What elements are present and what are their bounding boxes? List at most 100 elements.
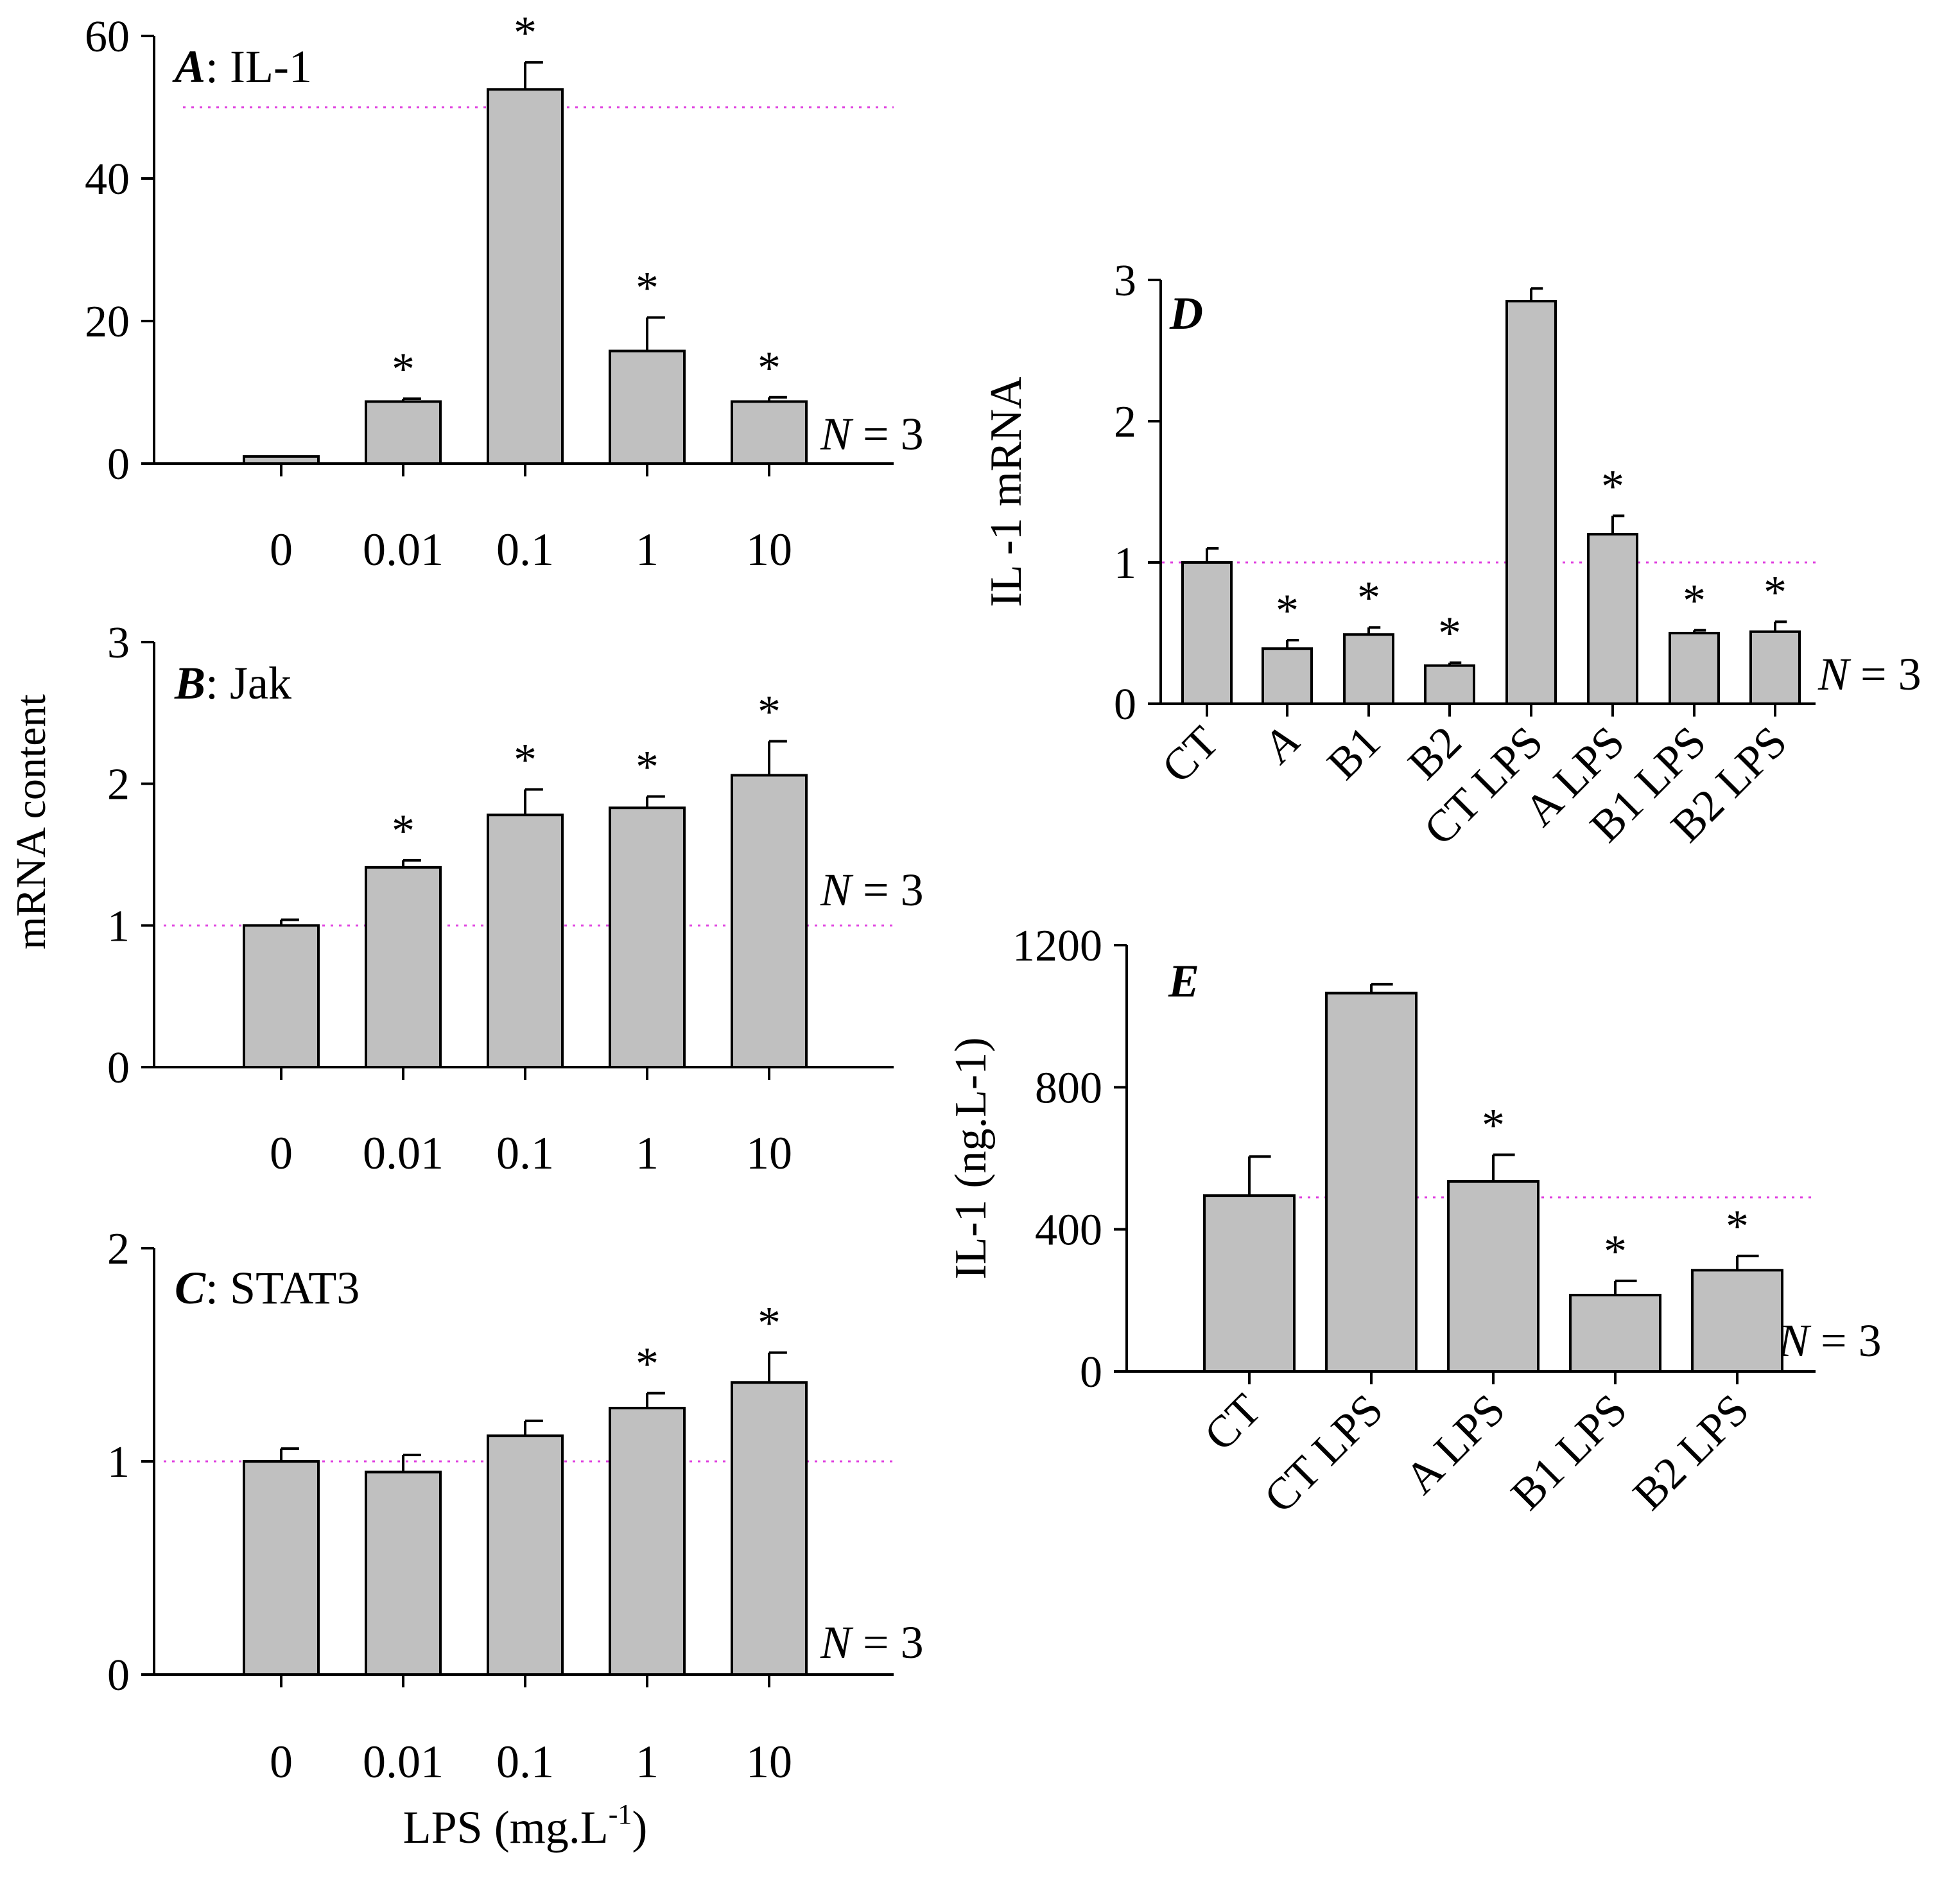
panel-e-title: E (1168, 955, 1199, 1007)
panel-d-y-tick-label: 0 (1114, 680, 1136, 729)
panel-a-bar (487, 88, 564, 465)
panel-c-bar (487, 1434, 564, 1676)
panel-e-y-tick-label: 0 (1080, 1348, 1102, 1397)
panel-c-y-tick-label: 1 (107, 1438, 130, 1487)
panel-b-bar (243, 924, 320, 1069)
panel-b-x-tick-label: 1 (636, 1127, 659, 1179)
panel-b-y-tick-label: 3 (107, 618, 130, 668)
panel-c-x-tick-label: 10 (746, 1736, 792, 1788)
panel-e-y-tick-label: 400 (1035, 1206, 1102, 1255)
panel-b-x-tick-label: 0 (270, 1127, 293, 1179)
panel-c-bar (609, 1407, 686, 1676)
panel-a-n-label-symbol: N (820, 408, 854, 460)
panel-a-n-label-value: = 3 (851, 408, 924, 460)
panel-a-x-tick-label: 10 (746, 524, 792, 575)
panel-b-y-tick-label: 2 (107, 760, 130, 810)
panel-d-y-tick-label: 3 (1114, 256, 1136, 306)
panel-c-bar (243, 1460, 320, 1676)
panel-c-x-tick-label: 0.01 (363, 1736, 444, 1788)
panel-a-x-tick-label: 1 (636, 524, 659, 575)
panel-c-title: C: STAT3 (175, 1262, 360, 1314)
panel-d-n-label: N = 3 (1817, 648, 1921, 700)
panel-a-x-tick-label: 0.01 (363, 524, 444, 575)
panel-d-significance-star: * (1601, 460, 1624, 512)
panel-b-x-tick-label: 0.1 (496, 1127, 554, 1179)
panel-d-n-label-value: = 3 (1849, 648, 1921, 700)
panel-b-x-tick-label: 0.01 (363, 1127, 444, 1179)
panel-d-bar (1181, 561, 1233, 705)
shared-y-axis-label: mRNA content (8, 694, 55, 950)
panel-e-y-axis-label: IL-1 (ng.L-1) (946, 1037, 996, 1279)
panel-a-n-label: N = 3 (820, 408, 924, 460)
panel-a-significance-star: * (514, 7, 537, 58)
panel-b-y-tick-label: 1 (107, 901, 130, 951)
panel-a-y-tick-label: 60 (85, 12, 130, 62)
panel-c-x-tick-label: 0.1 (496, 1736, 554, 1788)
panel-c-significance-star: * (636, 1338, 659, 1389)
panel-e-x-tick-label: B2 LPS (1624, 1385, 1758, 1520)
panel-b-n-label-symbol: N (820, 864, 854, 916)
panel-b-bar (731, 774, 808, 1068)
panel-b-title-text: : Jak (205, 657, 291, 709)
panel-d-significance-star: * (1438, 607, 1461, 659)
panel-c-n-label-symbol: N (820, 1617, 854, 1668)
panel-e-significance-star: * (1482, 1099, 1505, 1151)
panel-d-significance-star: * (1276, 585, 1299, 636)
panel-d-y-axis-label: IL -1 mRNA (982, 376, 1031, 607)
panel-a-y-tick-label: 40 (85, 155, 130, 204)
panel-a-title-letter: A (172, 41, 205, 92)
panel-c-significance-star: * (758, 1298, 781, 1349)
panel-d-y-tick-label: 2 (1114, 397, 1136, 447)
panel-d-x-tick-label: B1 (1318, 717, 1390, 789)
panel-c-x-tick-label: 0 (270, 1736, 293, 1788)
panel-e-x-tick-label: CT (1195, 1385, 1271, 1461)
panel-d-bar (1749, 630, 1801, 705)
panel-b-bar (609, 806, 686, 1069)
panel-d-title-letter: D (1169, 288, 1203, 339)
panel-a-bar (731, 400, 808, 465)
panel-c-x-tick-label: 1 (636, 1736, 659, 1788)
panel-a-bar (243, 455, 320, 466)
panel-c-n-label-value: = 3 (851, 1617, 924, 1668)
panel-e-significance-star: * (1604, 1226, 1627, 1277)
panel-a-chart: 0 20 40 60 A: IL-1 N = 3 0 * 0.01 * 0.1 * 1 * 10 (85, 7, 924, 575)
panel-d-significance-star: * (1764, 566, 1787, 618)
panel-d-n-label-symbol: N (1817, 648, 1852, 700)
panel-d-title: D (1169, 288, 1203, 339)
panel-d-bar (1505, 300, 1557, 705)
panel-e-x-tick-label: B1 LPS (1502, 1385, 1636, 1520)
panel-b-bar (487, 814, 564, 1069)
panel-a-bar (365, 400, 442, 465)
shared-x-axis-label-superscript: -1 (609, 1798, 632, 1830)
panel-a-significance-star: * (636, 262, 659, 313)
panel-a-significance-star: * (758, 342, 781, 394)
panel-a-bar (609, 349, 686, 465)
panel-c-bar (731, 1381, 808, 1676)
panel-e-n-label-value: = 3 (1809, 1315, 1882, 1366)
panel-c-bar (365, 1470, 442, 1676)
panel-e-bar (1203, 1194, 1296, 1373)
panel-b-significance-star: * (514, 734, 537, 785)
panel-c-y-tick-label: 2 (107, 1224, 130, 1274)
panel-e-x-tick-label: A LPS (1396, 1385, 1514, 1504)
panel-e-n-label: N = 3 (1778, 1315, 1882, 1366)
panel-e-x-tick-label: CT LPS (1255, 1385, 1392, 1522)
panel-e-bar (1447, 1179, 1539, 1373)
panel-a-title: A: IL-1 (172, 41, 312, 92)
panel-b-significance-star: * (636, 742, 659, 793)
panel-b-x-tick-label: 10 (746, 1127, 792, 1179)
panel-d-bar (1424, 664, 1475, 705)
panel-e-significance-star: * (1726, 1201, 1749, 1252)
shared-x-axis-label: LPS (mg.L-1) (403, 1798, 648, 1853)
panel-e-bar (1691, 1269, 1783, 1373)
panel-c-title-text: : STAT3 (205, 1262, 360, 1314)
panel-b-n-label: N = 3 (820, 864, 924, 916)
panel-c-n-label: N = 3 (820, 1617, 924, 1668)
panel-c-title-letter: C (175, 1262, 206, 1314)
panel-d-x-tick-label: A (1253, 717, 1309, 774)
shared-x-axis-label-main: LPS (mg.L (403, 1802, 609, 1853)
